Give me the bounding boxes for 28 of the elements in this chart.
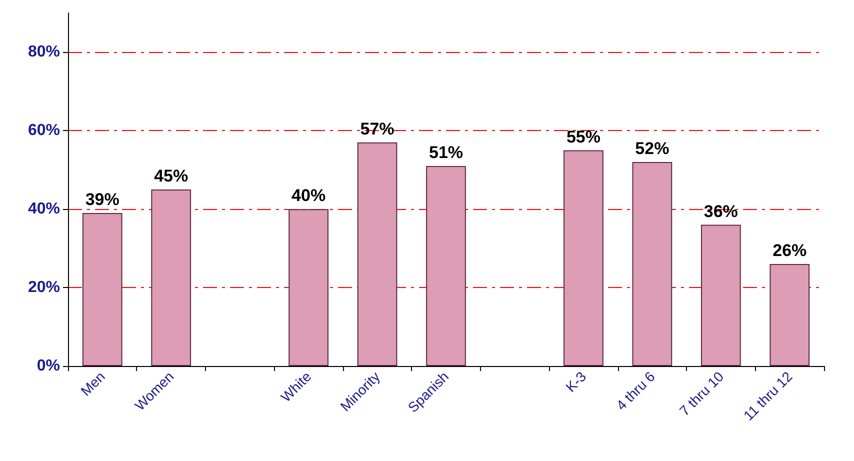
x-tick-label: Men — [77, 368, 108, 399]
data-label: 57% — [360, 119, 394, 138]
x-tick-label: 11 thru 12 — [740, 368, 796, 424]
data-label: 40% — [292, 186, 326, 206]
x-tick-label: 4 thru 6 — [612, 368, 658, 414]
bar — [700, 224, 741, 366]
x-tick-label: K-3 — [562, 368, 590, 396]
x-tick-label: 7 thru 10 — [676, 368, 727, 419]
data-label: 26% — [772, 241, 807, 260]
bar — [770, 264, 810, 366]
data-label: 51% — [428, 142, 464, 162]
y-tick-label: 40% — [28, 200, 60, 218]
bar — [82, 213, 122, 366]
data-label: 39% — [85, 190, 120, 210]
bar — [564, 150, 604, 366]
y-tick-label: 60% — [28, 122, 60, 140]
bar — [288, 209, 328, 366]
y-tick-label: 20% — [28, 279, 60, 296]
data-label: 45% — [154, 166, 188, 186]
y-tick-label: 0% — [36, 358, 60, 374]
data-label: 52% — [635, 139, 670, 158]
bar — [632, 162, 672, 366]
data-label: 36% — [704, 202, 738, 221]
bar — [151, 190, 192, 366]
data-label: 55% — [566, 127, 600, 146]
bar — [357, 142, 398, 366]
y-tick-label: 80% — [28, 44, 60, 61]
bar — [426, 166, 466, 366]
